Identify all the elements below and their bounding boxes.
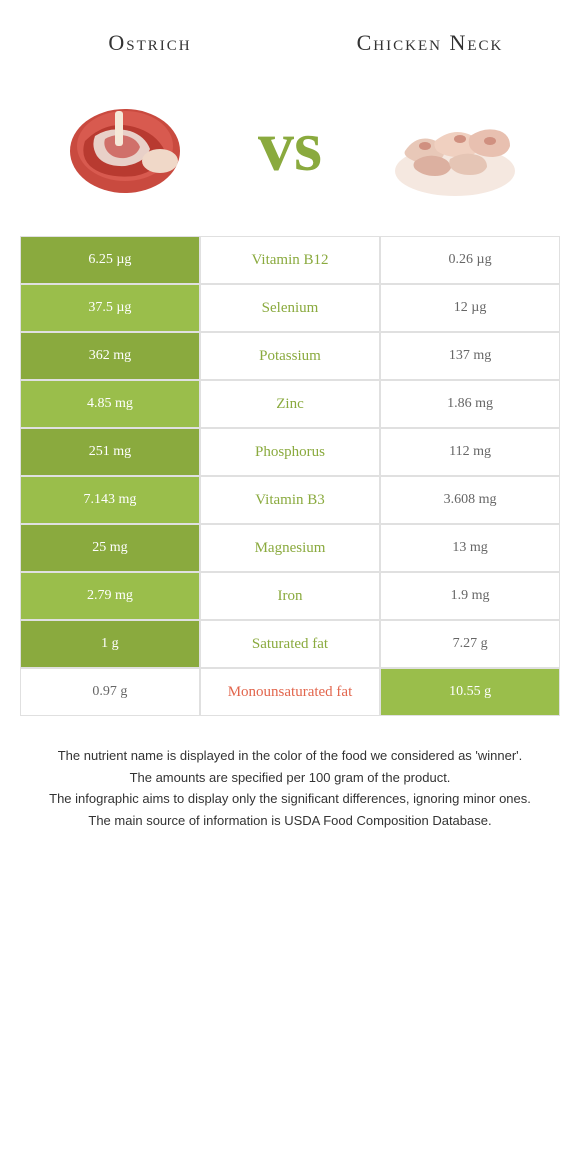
footnote-line3: The infographic aims to display only the… [40, 789, 540, 809]
food1-image [50, 86, 200, 206]
value-left: 251 mg [20, 428, 200, 476]
value-right: 12 µg [380, 284, 560, 332]
vs-label: vs [258, 105, 322, 188]
footnote-line4: The main source of information is USDA F… [40, 811, 540, 831]
value-right: 3.608 mg [380, 476, 560, 524]
value-left: 4.85 mg [20, 380, 200, 428]
value-right: 7.27 g [380, 620, 560, 668]
nutrient-label: Selenium [200, 284, 380, 332]
nutrient-label: Monounsaturated fat [200, 668, 380, 716]
value-right: 0.26 µg [380, 236, 560, 284]
footnote-line1: The nutrient name is displayed in the co… [40, 746, 540, 766]
value-left: 7.143 mg [20, 476, 200, 524]
nutrient-label: Phosphorus [200, 428, 380, 476]
nutrient-label: Magnesium [200, 524, 380, 572]
value-left: 362 mg [20, 332, 200, 380]
value-left: 37.5 µg [20, 284, 200, 332]
footnote-line2: The amounts are specified per 100 gram o… [40, 768, 540, 788]
table-row: 6.25 µgVitamin B120.26 µg [20, 236, 560, 284]
header-row: Ostrich Chicken Neck [20, 20, 560, 76]
value-left: 25 mg [20, 524, 200, 572]
table-row: 25 mgMagnesium13 mg [20, 524, 560, 572]
nutrient-label: Potassium [200, 332, 380, 380]
food2-image [380, 86, 530, 206]
table-row: 2.79 mgIron1.9 mg [20, 572, 560, 620]
value-left: 1 g [20, 620, 200, 668]
value-left: 6.25 µg [20, 236, 200, 284]
value-left: 2.79 mg [20, 572, 200, 620]
footnote: The nutrient name is displayed in the co… [20, 716, 560, 842]
comparison-table: 6.25 µgVitamin B120.26 µg37.5 µgSelenium… [20, 236, 560, 716]
table-row: 7.143 mgVitamin B33.608 mg [20, 476, 560, 524]
nutrient-label: Vitamin B12 [200, 236, 380, 284]
value-right: 10.55 g [380, 668, 560, 716]
table-row: 0.97 gMonounsaturated fat10.55 g [20, 668, 560, 716]
vs-section: vs [20, 76, 560, 236]
nutrient-label: Vitamin B3 [200, 476, 380, 524]
value-right: 137 mg [380, 332, 560, 380]
table-row: 251 mgPhosphorus112 mg [20, 428, 560, 476]
value-right: 112 mg [380, 428, 560, 476]
table-row: 4.85 mgZinc1.86 mg [20, 380, 560, 428]
value-left: 0.97 g [20, 668, 200, 716]
ostrich-meat-icon [55, 91, 195, 201]
value-right: 1.86 mg [380, 380, 560, 428]
table-row: 1 gSaturated fat7.27 g [20, 620, 560, 668]
nutrient-label: Iron [200, 572, 380, 620]
food1-title: Ostrich [50, 30, 250, 56]
food2-title: Chicken Neck [330, 30, 530, 56]
chicken-neck-icon [385, 91, 525, 201]
value-right: 13 mg [380, 524, 560, 572]
table-row: 362 mgPotassium137 mg [20, 332, 560, 380]
nutrient-label: Zinc [200, 380, 380, 428]
table-row: 37.5 µgSelenium12 µg [20, 284, 560, 332]
nutrient-label: Saturated fat [200, 620, 380, 668]
value-right: 1.9 mg [380, 572, 560, 620]
